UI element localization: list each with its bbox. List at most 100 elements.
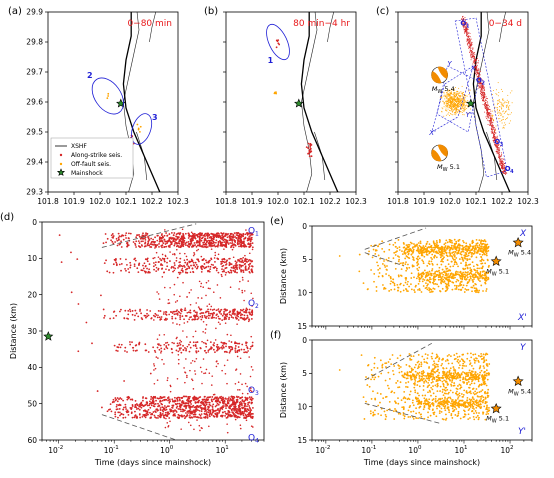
along-strike-dot: [120, 235, 122, 238]
off-fault-dot: [463, 114, 465, 116]
x-tick-label: 102.2: [491, 197, 513, 206]
along-strike-dot: [496, 135, 498, 137]
along-strike-dot: [118, 263, 121, 266]
along-strike-dot: [484, 92, 486, 94]
off-fault-dot: [466, 95, 468, 97]
segment-label-sub: 4: [255, 437, 259, 444]
along-strike-dot: [248, 405, 251, 407]
along-strike-dot: [490, 122, 492, 124]
along-strike-dot: [234, 241, 237, 243]
along-strike-dot: [227, 399, 229, 402]
along-strike-dot: [229, 310, 231, 313]
along-strike-dot: [193, 242, 196, 244]
along-strike-dot: [163, 396, 166, 398]
off-fault-dot: [503, 126, 505, 128]
along-strike-dot: [221, 401, 224, 404]
along-strike-dot: [179, 257, 182, 260]
off-fault-dot: [436, 263, 439, 266]
along-strike-dot: [250, 318, 253, 320]
along-strike-dot: [468, 46, 470, 48]
along-strike-dot: [170, 348, 173, 351]
along-strike-dot: [468, 47, 470, 49]
along-strike-dot: [234, 313, 236, 316]
off-fault-dot: [457, 91, 459, 93]
along-strike-dot: [205, 351, 208, 354]
along-strike-dot: [163, 318, 166, 321]
along-strike-dot: [493, 132, 495, 134]
along-strike-dot: [309, 142, 312, 145]
along-strike-dot: [500, 145, 502, 147]
along-strike-dot: [234, 342, 236, 345]
x-tick-label: 10-2: [48, 445, 63, 455]
along-strike-dot: [145, 232, 147, 235]
along-strike-dot: [179, 309, 182, 311]
along-strike-dot: [105, 241, 107, 244]
along-strike-dot: [202, 234, 205, 237]
along-strike-dot: [470, 47, 472, 49]
along-strike-dot: [127, 413, 130, 416]
along-strike-dot: [176, 244, 179, 247]
along-strike-dot: [247, 403, 249, 406]
off-fault-dot: [453, 106, 455, 108]
along-strike-dot: [232, 234, 235, 236]
off-fault-dot: [442, 100, 444, 102]
along-strike-dot: [237, 381, 240, 384]
along-strike-dot: [195, 234, 197, 237]
off-fault-dot: [418, 257, 421, 260]
along-strike-dot: [163, 343, 166, 346]
along-strike-dot: [112, 401, 114, 403]
along-strike-dot: [146, 309, 148, 311]
along-strike-dot: [163, 407, 165, 409]
along-strike-dot: [234, 266, 237, 268]
along-strike-dot: [492, 141, 494, 143]
along-strike-dot: [214, 405, 217, 408]
segment-label: O: [505, 165, 511, 173]
along-strike-dot: [196, 401, 198, 404]
along-strike-dot: [109, 317, 112, 320]
along-strike-dot: [190, 403, 192, 405]
off-fault-dot: [500, 104, 502, 106]
along-strike-dot: [217, 362, 219, 365]
along-strike-dot: [468, 37, 470, 39]
along-strike-dot: [145, 412, 148, 415]
along-strike-dot: [193, 253, 196, 255]
along-strike-dot: [146, 258, 149, 261]
along-strike-dot: [469, 41, 471, 43]
off-fault-dot: [465, 95, 467, 97]
along-strike-dot: [234, 244, 237, 247]
along-strike-dot: [232, 267, 235, 270]
along-strike-dot: [171, 341, 174, 344]
along-strike-dot: [242, 261, 245, 264]
along-strike-dot: [223, 318, 226, 321]
along-strike-dot: [206, 417, 209, 419]
along-strike-dot: [114, 241, 117, 243]
along-strike-dot: [112, 271, 115, 274]
along-strike-dot: [145, 397, 148, 400]
along-strike-dot: [471, 44, 473, 46]
along-strike-dot: [228, 340, 230, 342]
along-strike-dot: [157, 309, 160, 312]
along-strike-dot: [212, 291, 215, 293]
along-strike-dot: [225, 345, 227, 348]
along-strike-dot: [147, 351, 150, 353]
along-strike-dot: [230, 232, 233, 235]
off-fault-dot: [499, 106, 501, 108]
along-strike-dot: [484, 96, 486, 98]
off-fault-dot: [457, 285, 460, 287]
along-strike-dot: [217, 243, 220, 246]
along-strike-dot: [205, 368, 208, 371]
along-strike-dot: [153, 382, 156, 385]
along-strike-dot: [223, 248, 225, 250]
along-strike-dot: [182, 401, 185, 404]
along-strike-dot: [160, 347, 163, 350]
along-strike-dot: [307, 152, 310, 155]
along-strike-dot: [211, 396, 214, 398]
along-strike-dot: [169, 410, 172, 413]
along-strike-dot: [115, 398, 118, 401]
along-strike-dot: [498, 143, 500, 145]
along-strike-dot: [164, 243, 167, 245]
along-strike-dot: [101, 406, 103, 409]
along-strike-dot: [142, 405, 145, 408]
along-strike-dot: [247, 242, 250, 245]
along-strike-dot: [196, 265, 199, 268]
